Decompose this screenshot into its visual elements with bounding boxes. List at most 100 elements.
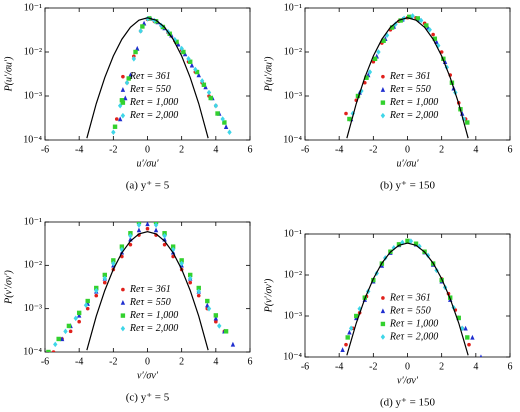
point	[196, 72, 201, 78]
legend-label: Reτ = 1,000	[389, 318, 438, 329]
x-tick-label: 2	[179, 356, 184, 367]
point	[427, 26, 432, 33]
y-tick-label: 10⁻⁴	[283, 351, 302, 362]
point	[117, 116, 123, 122]
y-tick-label: 10⁻⁴	[23, 346, 42, 357]
x-tick-label: 4	[213, 144, 218, 155]
x-tick-label: -2	[109, 144, 117, 155]
plot-area	[340, 238, 483, 357]
legend-marker	[120, 313, 126, 318]
point	[220, 116, 225, 122]
point	[465, 120, 470, 125]
point	[186, 56, 191, 62]
legend-label: Reτ = 361	[129, 284, 171, 295]
point	[94, 293, 99, 298]
y-axis-label: P(u′/σu′)	[263, 56, 274, 93]
point	[196, 293, 201, 298]
legend-marker	[380, 87, 386, 92]
point	[145, 222, 150, 227]
y-tick-label: 10⁻²	[284, 269, 302, 280]
gaussian-curve	[86, 230, 209, 351]
caption: (d) y⁺ = 150	[380, 397, 436, 409]
point	[53, 341, 58, 348]
point	[205, 298, 210, 304]
caption: (a) y⁺ = 5	[126, 180, 170, 192]
y-tick-label: 10⁻³	[24, 303, 42, 314]
y-tick-label: 10⁻⁴	[283, 134, 302, 145]
point	[85, 306, 90, 311]
legend-marker	[380, 112, 386, 119]
legend-marker	[120, 112, 126, 119]
point	[102, 275, 107, 282]
caption: (c) y⁺ = 5	[126, 392, 170, 404]
legend-marker	[120, 300, 126, 305]
point	[68, 329, 73, 334]
x-tick-label: 0	[405, 361, 410, 372]
point	[425, 252, 431, 259]
legend-marker	[121, 287, 125, 292]
point	[188, 275, 193, 282]
point	[479, 354, 483, 357]
x-tick-label: 2	[439, 361, 444, 372]
x-tick-label: -2	[369, 144, 377, 155]
point	[206, 305, 212, 312]
point	[222, 120, 227, 125]
point	[215, 111, 220, 116]
point	[199, 78, 205, 84]
point	[217, 323, 222, 329]
point	[376, 49, 381, 55]
point	[179, 260, 184, 267]
point	[138, 28, 143, 34]
x-axis-label: u′/σu′	[396, 158, 419, 169]
legend-label: Reτ = 2,000	[129, 110, 178, 121]
point	[76, 310, 82, 316]
point	[123, 95, 128, 101]
point	[213, 313, 219, 318]
y-axis-label: P(v′/σv′)	[3, 269, 14, 304]
point	[398, 18, 403, 23]
point	[223, 329, 229, 334]
point	[347, 116, 352, 122]
gaussian-curve	[86, 17, 209, 139]
point	[439, 50, 444, 54]
point	[128, 72, 133, 78]
legend: Reτ = 361 Reτ = 550 Reτ = 1,000 Reτ = 2,000	[120, 71, 178, 121]
x-tick-label: -4	[335, 361, 343, 372]
legend-label: Reτ = 550	[129, 297, 171, 308]
point	[340, 347, 345, 352]
point	[126, 76, 131, 81]
point	[102, 272, 107, 278]
point	[213, 102, 219, 109]
point	[391, 245, 397, 251]
x-tick-label: 0	[145, 144, 150, 155]
point	[160, 24, 166, 30]
y-axis-label: P(v′/σv′)	[263, 278, 274, 313]
y-tick-label: 10⁻³	[284, 90, 302, 101]
x-axis-label: u′/σu′	[136, 158, 159, 169]
point	[470, 334, 475, 340]
point	[135, 45, 140, 51]
point	[367, 69, 373, 75]
point	[133, 49, 138, 55]
legend-label: Reτ = 2,000	[389, 331, 438, 342]
x-tick-label: -6	[41, 144, 49, 155]
point	[153, 222, 159, 228]
point	[384, 32, 390, 39]
point	[179, 258, 184, 263]
legend-marker	[120, 87, 126, 92]
x-tick-label: -6	[301, 361, 309, 372]
y-tick-label: 10⁻¹	[24, 2, 42, 13]
legend-label: Reτ = 2,000	[129, 323, 178, 334]
point	[153, 19, 159, 24]
point	[153, 227, 159, 233]
point	[465, 335, 470, 340]
legend-label: Reτ = 550	[129, 84, 171, 95]
point	[364, 75, 369, 80]
legend-label: Reτ = 550	[389, 305, 431, 316]
point	[208, 95, 213, 101]
point	[223, 124, 229, 129]
point	[119, 246, 125, 253]
point	[145, 15, 150, 22]
point	[347, 329, 352, 335]
